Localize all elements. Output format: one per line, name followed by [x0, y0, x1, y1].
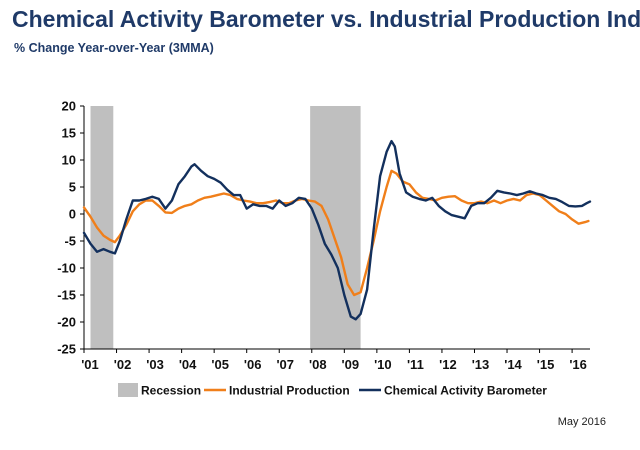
- legend: Recession Industrial Production Chemical A…: [118, 383, 547, 398]
- y-tick-label: 0: [69, 207, 76, 222]
- chart-title: Chemical Activity Barometer vs. Industri…: [12, 6, 640, 32]
- x-tick-label: '08: [309, 357, 327, 372]
- x-tick-label: '16: [569, 357, 587, 372]
- x-tick-label: '14: [504, 357, 522, 372]
- y-tick-label: -25: [57, 342, 76, 357]
- x-tick-label: '09: [342, 357, 360, 372]
- x-tick-label: '07: [276, 357, 294, 372]
- y-tick-label: -15: [57, 288, 76, 303]
- x-tick-label: '11: [407, 357, 424, 372]
- date-footnote: May 2016: [557, 416, 606, 428]
- recession-band-1: [90, 106, 114, 349]
- x-tick-label: '15: [537, 357, 555, 372]
- x-tick-label: '03: [146, 357, 164, 372]
- x-tick-label: '12: [439, 357, 457, 372]
- legend-swatch-recession: [118, 383, 138, 397]
- recession-band-2: [310, 106, 361, 349]
- x-tick-label: '10: [374, 357, 392, 372]
- x-tick-label: '01: [81, 357, 99, 372]
- y-tick-label: -5: [64, 234, 76, 249]
- y-tick-label: 20: [62, 99, 76, 114]
- chart-subtitle: % Change Year-over-Year (3MMA): [14, 41, 214, 55]
- legend-label-cab: Chemical Activity Barometer: [384, 384, 547, 398]
- x-tick-label: '02: [114, 357, 132, 372]
- legend-label-industrial-production: Industrial Production: [229, 384, 350, 398]
- industrial-production-line: [82, 169, 590, 297]
- x-tick-label: '04: [179, 357, 197, 372]
- y-tick-label: 15: [62, 126, 76, 141]
- y-tick-label: -10: [57, 261, 76, 276]
- y-tick-label: -20: [57, 315, 76, 330]
- legend-label-recession: Recession: [141, 384, 201, 398]
- x-tick-label: '13: [472, 357, 490, 372]
- cab-line: [82, 139, 592, 321]
- y-tick-label: 10: [62, 153, 76, 168]
- x-tick-label: '06: [244, 357, 262, 372]
- y-tick-label: 5: [69, 180, 76, 195]
- x-tick-label: '05: [211, 357, 229, 372]
